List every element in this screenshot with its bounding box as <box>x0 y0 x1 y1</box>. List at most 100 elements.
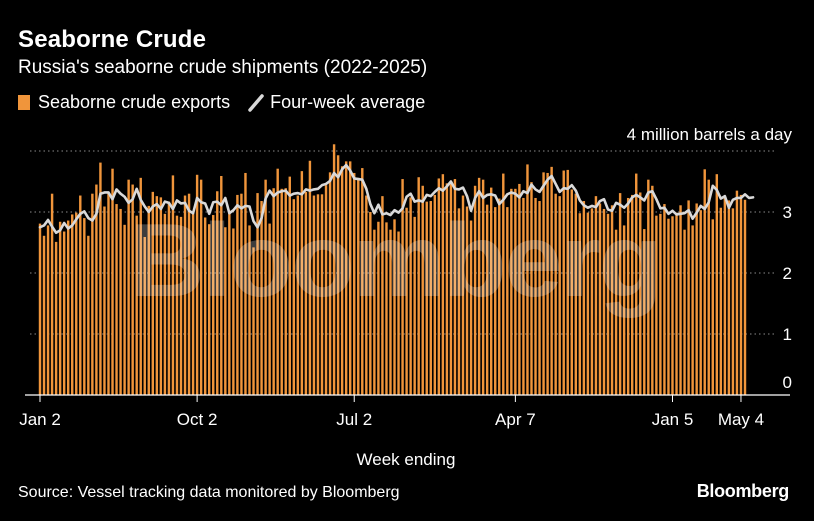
export-bar <box>691 225 694 395</box>
export-bar <box>46 225 50 395</box>
export-bar <box>562 170 565 395</box>
export-bar <box>260 201 263 395</box>
x-tick-label: Jan 5 <box>652 410 694 429</box>
export-bar <box>578 213 582 395</box>
export-bar <box>191 213 195 395</box>
export-bar <box>574 193 578 395</box>
export-bar <box>268 223 271 395</box>
export-bar <box>62 231 66 395</box>
export-bar <box>610 205 614 395</box>
export-bar <box>598 203 602 395</box>
export-bar <box>115 204 118 395</box>
export-bar <box>703 169 706 395</box>
export-bar <box>300 171 304 395</box>
export-bar <box>131 184 134 395</box>
x-tick-label: Apr 7 <box>495 410 536 429</box>
export-bar <box>316 194 320 395</box>
export-bar <box>147 205 150 395</box>
export-bar <box>292 199 296 395</box>
export-bar <box>469 220 473 395</box>
export-bar <box>171 175 175 395</box>
export-bar <box>675 212 678 395</box>
export-bar <box>66 220 70 395</box>
chart-legend: Seaborne crude exports Four-week average <box>18 92 425 113</box>
export-bar <box>397 231 400 395</box>
export-bar <box>683 229 686 395</box>
export-bar <box>216 191 219 395</box>
export-bar <box>103 206 106 395</box>
export-bar <box>248 225 251 395</box>
export-bar <box>163 213 167 395</box>
export-bar <box>139 177 142 395</box>
export-bar <box>554 193 557 395</box>
export-bar <box>252 247 255 395</box>
export-bar <box>687 200 690 395</box>
export-bar <box>534 197 537 395</box>
export-bar <box>83 218 86 395</box>
export-bar <box>361 168 364 395</box>
export-bar <box>377 221 380 395</box>
export-bar <box>381 196 384 395</box>
export-bar <box>538 201 541 395</box>
export-bar <box>99 162 102 395</box>
export-bar <box>175 215 179 395</box>
export-bar <box>203 217 207 395</box>
export-bar <box>195 174 199 395</box>
export-bar <box>187 193 191 395</box>
export-bar <box>224 227 227 395</box>
export-bar <box>54 241 58 395</box>
export-bar <box>566 169 569 395</box>
export-bar <box>288 176 291 395</box>
export-bar <box>344 161 348 395</box>
export-bar <box>630 194 634 395</box>
y-tick-label: 3 <box>783 203 792 222</box>
x-axis-title: Week ending <box>357 450 456 469</box>
export-bar <box>667 218 670 395</box>
export-bar <box>159 197 163 395</box>
export-bar <box>421 185 424 395</box>
export-bar <box>449 182 453 395</box>
export-bar <box>308 160 312 395</box>
export-bar <box>236 194 239 395</box>
export-bar <box>461 195 465 395</box>
export-bar <box>143 237 146 395</box>
export-bar <box>485 204 489 395</box>
export-bar <box>232 228 235 395</box>
export-bar <box>727 200 731 395</box>
export-bar <box>558 196 561 395</box>
export-bar <box>38 223 42 395</box>
export-bar <box>207 224 211 395</box>
export-bar <box>320 194 324 395</box>
export-bar <box>87 235 90 395</box>
export-bar <box>312 195 316 395</box>
export-bar <box>498 198 501 395</box>
export-bar <box>510 188 513 395</box>
export-bar <box>50 193 54 395</box>
export-bar <box>546 172 549 395</box>
export-bar <box>441 174 445 395</box>
export-bar <box>602 208 606 395</box>
export-bar <box>71 214 74 395</box>
chart-subtitle: Russia's seaborne crude shipments (2022-… <box>18 57 428 78</box>
export-bar <box>699 210 702 395</box>
export-bar <box>477 177 481 395</box>
export-bar <box>570 189 573 395</box>
export-bar <box>417 177 420 395</box>
export-bar <box>735 190 739 395</box>
export-bar <box>590 208 594 395</box>
export-bar <box>75 212 78 395</box>
export-bar <box>437 178 441 395</box>
export-bar <box>284 188 287 395</box>
export-bar <box>79 195 82 395</box>
export-bar <box>695 203 698 395</box>
export-bar <box>622 225 626 395</box>
export-bar <box>405 207 408 395</box>
export-bar <box>663 204 666 395</box>
legend-line-label: Four-week average <box>270 92 426 112</box>
export-bar <box>228 210 231 395</box>
export-bar <box>369 212 372 395</box>
export-bar <box>429 201 432 395</box>
y-tick-label: 2 <box>783 264 792 283</box>
y-tick-label: 1 <box>783 325 792 344</box>
